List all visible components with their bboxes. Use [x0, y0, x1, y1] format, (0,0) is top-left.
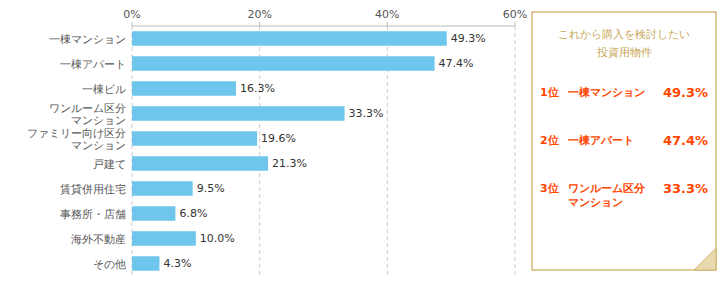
- note-dog-ear: [694, 248, 716, 270]
- bar: [132, 31, 447, 46]
- grid-line: [515, 26, 516, 276]
- text-line: 海外不動産: [71, 232, 126, 245]
- bar: [132, 156, 268, 171]
- chart-svg: 0% 20% 40% 60% 49.3% 47.4% 16.3% 33.3% 19.6% 21.3…: [0, 0, 724, 284]
- data-label: 6.8%: [179, 207, 207, 220]
- data-label: 21.3%: [272, 157, 307, 170]
- y-tick-label: 一棟マンション: [49, 32, 126, 45]
- bar: [132, 81, 236, 96]
- x-tick: [387, 22, 388, 26]
- x-tick-label: 20%: [247, 8, 271, 21]
- text-line: マンション: [71, 113, 126, 126]
- data-label: 16.3%: [240, 82, 275, 95]
- note-rank: 2位: [540, 134, 559, 147]
- text-line: マンション: [71, 138, 126, 151]
- note-label: 一棟マンション: [568, 86, 645, 99]
- x-axis: 0% 20% 40% 60%: [123, 8, 527, 26]
- text-line: その他: [93, 257, 126, 270]
- note-border: [532, 12, 716, 270]
- data-label: 49.3%: [451, 32, 486, 45]
- note-rank: 3位: [540, 182, 559, 195]
- text-line: 戸建て: [93, 157, 126, 170]
- bar: [132, 206, 175, 221]
- text-line: 一棟マンション: [49, 32, 126, 45]
- x-tick: [132, 22, 133, 26]
- note-title: 投資用物件: [596, 46, 652, 59]
- note-value: 33.3%: [663, 181, 708, 196]
- text-line: 一棟マンション: [568, 86, 645, 99]
- bar: [132, 131, 257, 146]
- text-line: 一棟ビル: [82, 82, 126, 95]
- y-tick-label: 一棟アパート: [60, 57, 126, 70]
- x-tick-label: 60%: [503, 8, 527, 21]
- bar: [132, 106, 345, 121]
- text-line: 一棟アパート: [60, 57, 126, 70]
- bar: [132, 256, 159, 271]
- x-tick-label: 0%: [123, 8, 140, 21]
- data-label: 19.6%: [261, 132, 296, 145]
- note-label: ワンルーム区分マンション: [568, 182, 646, 209]
- chart-container: 0% 20% 40% 60% 49.3% 47.4% 16.3% 33.3% 19.6% 21.3…: [0, 0, 724, 284]
- y-axis: 一棟マンション一棟アパート一棟ビルワンルーム区分マンションファミリー向け区分マン…: [27, 32, 126, 270]
- x-axis-line: [132, 26, 515, 27]
- bar: [132, 181, 193, 196]
- y-tick-label: 事務所・店舗: [60, 207, 126, 220]
- note-value: 49.3%: [663, 85, 708, 100]
- y-tick-label: 一棟ビル: [82, 82, 126, 95]
- grid: [132, 26, 515, 276]
- text-line: 事務所・店舗: [60, 207, 126, 220]
- note-label: 一棟アパート: [568, 134, 634, 147]
- text-line: マンション: [568, 196, 623, 209]
- bar: [132, 56, 435, 71]
- note-box: これから購入を検討したい投資用物件 1位一棟マンション 49.3% 2位一棟アパート 4…: [532, 12, 716, 270]
- note-value: 47.4%: [663, 133, 708, 148]
- y-tick-label: 海外不動産: [71, 232, 126, 245]
- data-label: 10.0%: [200, 232, 235, 245]
- y-tick-label: 戸建て: [93, 157, 126, 170]
- data-label: 4.3%: [163, 257, 191, 270]
- note-title: これから購入を検討したい: [558, 28, 690, 41]
- y-tick-label: ファミリー向け区分マンション: [27, 126, 126, 151]
- data-labels: 49.3% 47.4% 16.3% 33.3% 19.6% 21.3% 9.5% 6.8% 10…: [163, 32, 485, 270]
- y-tick-label: ワンルーム区分マンション: [49, 101, 126, 126]
- bar: [132, 231, 196, 246]
- bars: [132, 31, 447, 271]
- x-tick-label: 40%: [375, 8, 399, 21]
- y-tick-label: 賃貸併用住宅: [60, 182, 126, 195]
- y-tick-label: その他: [93, 257, 126, 270]
- x-tick: [515, 22, 516, 26]
- note-rank: 1位: [540, 86, 559, 99]
- x-tick: [259, 22, 260, 26]
- text-line: ワンルーム区分: [568, 182, 646, 195]
- text-line: 賃貸併用住宅: [60, 182, 126, 195]
- data-label: 47.4%: [439, 57, 474, 70]
- text-line: 一棟アパート: [568, 134, 634, 147]
- data-label: 9.5%: [197, 182, 225, 195]
- data-label: 33.3%: [349, 107, 384, 120]
